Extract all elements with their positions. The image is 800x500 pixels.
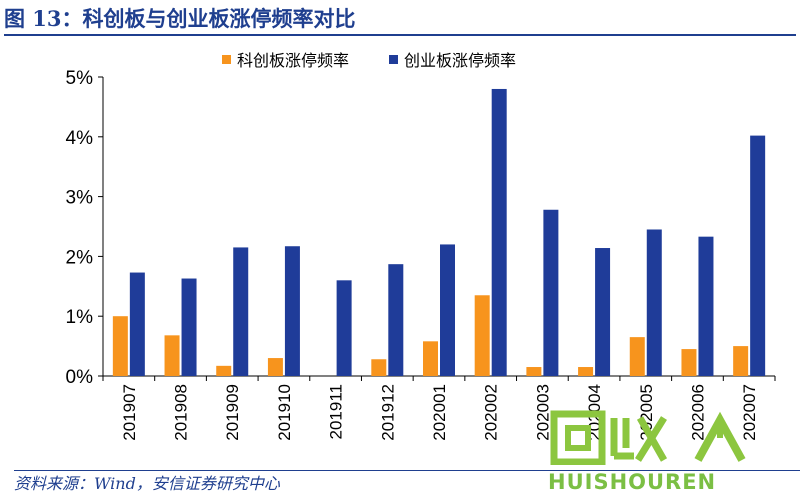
bar-chinext (491, 88, 507, 377)
bar-star-market (474, 295, 490, 376)
bar-star-market (112, 316, 128, 376)
legend-label-star-market: 科创板涨停频率 (237, 51, 350, 70)
legend-label-chinext: 创业板涨停频率 (404, 51, 517, 70)
bar-star-market (164, 335, 180, 376)
y-tick-label: 3% (66, 188, 94, 209)
watermark-text: HUISHOUREN (548, 470, 717, 494)
legend-item-star-market: 科创板涨停频率 (222, 47, 349, 71)
bar-chinext (440, 244, 455, 376)
bar-star-market (681, 349, 697, 376)
y-tick-label: 4% (66, 128, 94, 149)
x-tick-label: 202003 (533, 384, 552, 441)
bar-chart: 0% 1% 2% 3% 4% 5% 201907 201908 201909 201910 2019… (66, 68, 776, 441)
y-tick-label: 0% (66, 367, 94, 388)
bar-star-market (423, 341, 438, 376)
bar-chinext (646, 229, 662, 376)
bar-star-market (526, 367, 542, 376)
x-tick-label: 202006 (688, 384, 707, 441)
bar-chinext (233, 247, 249, 376)
x-tick-label: 201909 (223, 384, 242, 441)
watermark-logo: HUISHOUREN (548, 410, 788, 500)
bar-chinext (698, 236, 714, 376)
y-tick-label: 2% (66, 247, 94, 268)
legend-swatch-blue (389, 54, 399, 64)
chart-legend: 科创板涨停频率 创业板涨停频率 (222, 47, 556, 71)
bar-chinext (336, 280, 352, 376)
bar-chinext (129, 272, 145, 376)
x-tick-label: 202007 (740, 384, 759, 441)
x-tick-label: 201908 (172, 384, 191, 441)
x-tick-label: 202001 (430, 384, 449, 441)
bar-star-market (371, 359, 387, 376)
bar-star-market (629, 337, 645, 376)
x-tick-label: 201912 (378, 384, 397, 441)
bar-chinext (181, 278, 197, 376)
bar-chinext (543, 209, 559, 376)
bar-chinext (595, 248, 611, 376)
bar-chinext (284, 246, 300, 376)
bar-chinext (750, 135, 766, 376)
bar-chinext (388, 264, 404, 376)
bar-star-market (216, 365, 232, 376)
bar-star-market (733, 346, 749, 376)
bar-star-market (578, 367, 594, 376)
x-tick-label: 201911 (327, 384, 346, 439)
watermark-icon (548, 410, 788, 465)
x-tick-label: 202002 (482, 384, 501, 441)
legend-swatch-orange (222, 54, 231, 64)
x-tick-label: 201907 (120, 384, 139, 441)
y-tick-label: 1% (66, 307, 94, 328)
legend-item-chinext: 创业板涨停频率 (389, 47, 516, 71)
bar-star-market (267, 358, 283, 376)
chart-title: 图 13：科创板与创业板涨停频率对比 (4, 2, 796, 36)
x-tick-label: 201910 (275, 384, 294, 441)
source-note: 资料来源：Wind，安信证券研究中心 (14, 470, 800, 497)
y-tick-label: 5% (66, 68, 94, 89)
recycle-logo-icon (550, 410, 746, 465)
